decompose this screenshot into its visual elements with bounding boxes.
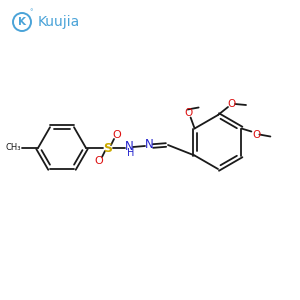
Text: CH₃: CH₃ [5, 143, 21, 152]
Text: H: H [127, 148, 135, 158]
Text: O: O [228, 99, 236, 109]
Text: O: O [112, 130, 122, 140]
Text: Kuujia: Kuujia [38, 15, 80, 29]
Text: O: O [94, 156, 103, 166]
Text: O: O [252, 130, 260, 140]
Text: O: O [184, 107, 193, 118]
Text: N: N [124, 140, 134, 154]
Text: K: K [18, 17, 26, 27]
Text: N: N [145, 139, 153, 152]
Text: S: S [103, 142, 112, 154]
Text: °: ° [29, 9, 33, 15]
